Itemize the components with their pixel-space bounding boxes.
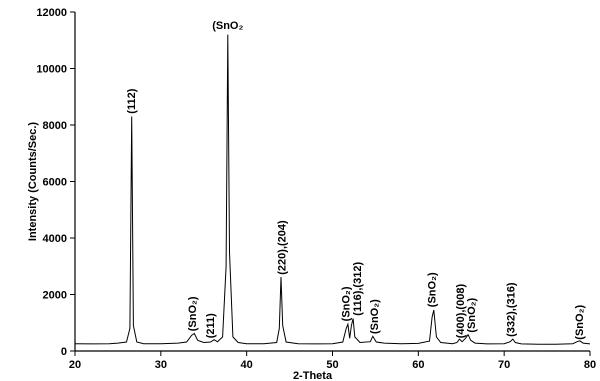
- peak-label: (SnO₂: [212, 20, 243, 32]
- peak-label: (SnO₂): [187, 296, 199, 331]
- y-axis-title: Intensity (Counts/Sec.): [27, 122, 39, 242]
- peak-label: (400),(008): [455, 284, 467, 339]
- peak-label: (112): [126, 88, 138, 113]
- y-tick-label: 8000: [43, 120, 67, 132]
- y-tick-label: 4000: [43, 233, 67, 245]
- x-tick-label: 20: [69, 359, 81, 371]
- peak-label: (332),(316): [505, 282, 517, 337]
- x-tick-label: 70: [498, 359, 510, 371]
- peak-label: (SnO₂): [369, 299, 381, 334]
- x-tick-label: 30: [155, 359, 167, 371]
- y-tick-label: 2000: [43, 290, 67, 302]
- y-tick-label: 10000: [36, 64, 67, 76]
- peak-label: (211): [205, 313, 217, 338]
- y-tick-label: 0: [61, 346, 67, 358]
- x-tick-label: 80: [584, 359, 596, 371]
- x-tick-label: 40: [241, 359, 253, 371]
- x-tick-label: 60: [412, 359, 424, 371]
- peak-label: (SnO₂): [427, 272, 439, 307]
- diffraction-pattern-line: [74, 34, 591, 345]
- peak-label: (SnO₂): [574, 305, 586, 340]
- x-axis-ticks: 20 30 40 50 60 70 80: [69, 351, 596, 371]
- peak-label: (SnO₂): [341, 286, 353, 321]
- y-tick-label: 6000: [43, 177, 67, 189]
- peak-label: (116),(312): [352, 262, 364, 316]
- peak-label: (SnO₂): [466, 297, 478, 332]
- peak-label: (220),(204): [276, 220, 288, 275]
- peak-annotations: (112)(SnO₂(SnO₂) (211)(220),(204)(SnO₂) (1…: [126, 20, 586, 340]
- x-axis-title: 2-Theta: [293, 370, 333, 381]
- y-tick-label: 12000: [36, 7, 67, 19]
- y-axis-ticks: 0 2000 4000 6000 8000 10000 12000: [36, 7, 75, 358]
- x-tick-label: 50: [326, 359, 338, 371]
